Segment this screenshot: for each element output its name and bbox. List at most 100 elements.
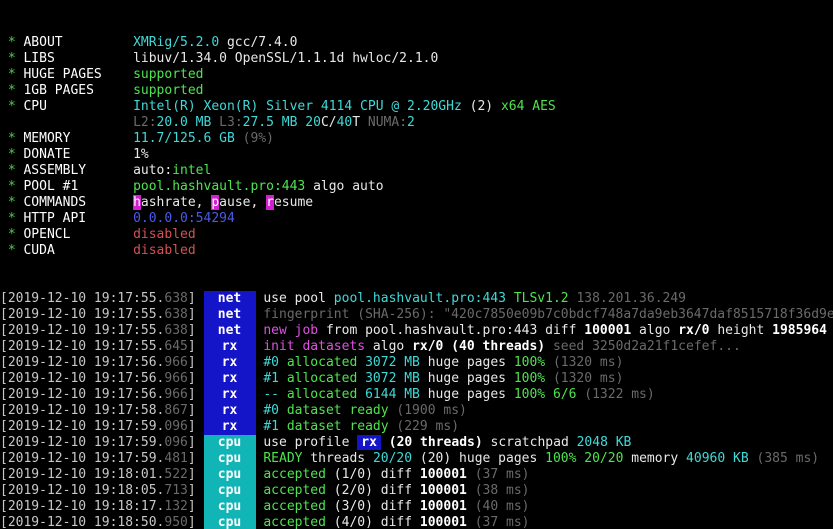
log-tag-rx: rx [203,339,256,355]
text-segment: 100001 [419,467,467,482]
text-segment: (40 threads) [451,339,546,354]
banner-label: HTTP API [23,211,134,226]
text-segment: accepted [263,467,326,482]
banner-label: CPU [23,99,134,114]
banner-label: 1GB PAGES [23,83,134,98]
text-segment: 100001 [419,483,467,498]
banner-row: * OPENCL disabled [0,227,833,243]
log-timestamp-end: ] [187,339,204,354]
banner-label: LIBS [23,51,134,66]
banner-value: disabled [133,227,196,242]
log-timestamp: [2019-12-10 19:17:55. [0,307,165,322]
text-segment: (1/0) diff [325,467,420,482]
text-segment: scratchpad [482,435,577,450]
text-segment: pool.hashvault.pro:443 [333,291,506,306]
text-segment: 11.7/125.6 GB [133,131,235,146]
text-segment: 20/20 [372,451,413,466]
text-segment: -- [263,387,279,402]
text-segment: (229 ms) [396,419,460,434]
log-line: [2019-12-10 19:17:55.638] net fingerprin… [0,307,833,323]
banner-row: * LIBS libuv/1.34.0 OpenSSL/1.1.1d hwloc… [0,51,833,67]
text-segment: fingerprint (SHA-256): "420c7850e09b7c0b… [263,307,833,322]
banner-label: ASSEMBLY [23,163,134,178]
text-segment: (1900 ms) [396,403,467,418]
log-message: accepted (4/0) diff 100001 (37 ms) [263,515,529,529]
log-message: READY threads 20/20 (20) huge pages 100%… [263,451,819,466]
banner-value: L2:20.0 MB L3:27.5 MB 20C/40T NUMA:2 [133,115,415,130]
log-line: [2019-12-10 19:17:55.645] rx init datase… [0,339,833,355]
banner-value: libuv/1.34.0 OpenSSL/1.1.1d hwloc/2.1.0 [133,51,438,66]
log-timestamp-ms: 096 [164,435,188,450]
text-segment [467,467,475,482]
bullet-icon [0,115,23,130]
banner-row: * CUDA disabled [0,243,833,259]
text-segment: rx [357,435,381,450]
text-segment: 0.0.0.0:54294 [133,211,235,226]
text-segment [467,515,475,529]
log-timestamp: [2019-12-10 19:17:56. [0,387,165,402]
log-message: use profile rx (20 threads) scratchpad 2… [263,435,631,450]
log-timestamp: [2019-12-10 19:17:55. [0,291,165,306]
banner-row: * CPU Intel(R) Xeon(R) Silver 4114 CPU @… [0,99,833,115]
log-message: new job from pool.hashvault.pro:443 diff… [263,323,827,338]
text-segment: 100% [513,355,546,370]
text-segment [493,99,501,114]
log-timestamp-end: ] [187,515,204,529]
log-tag-net: net [203,291,256,307]
text-segment: accepted [263,499,326,514]
text-segment: rx/0 [678,323,710,338]
text-segment: huge pages [419,355,514,370]
text-segment: use pool [263,291,334,306]
banner-value: supported [133,83,203,98]
text-segment: supported [133,83,204,98]
text-segment: pool.hashvault.pro:443 [133,179,306,194]
text-segment: rx/0 [412,339,444,354]
text-segment [749,451,757,466]
log-line: [2019-12-10 19:17:56.966] rx #0 allocate… [0,355,833,371]
text-segment: XMRig/5.2.0 [133,35,220,50]
log-timestamp: [2019-12-10 19:17:56. [0,355,165,370]
text-segment [467,499,475,514]
log-timestamp-ms: 481 [164,451,188,466]
text-segment [506,291,514,306]
banner-value: hashrate, pause, resume [133,195,313,210]
log-timestamp-end: ] [187,467,204,482]
log-tag-rx: rx [203,355,256,371]
text-segment: allocated [279,371,366,386]
text-segment: libuv/1.34.0 OpenSSL/1.1.1d hwloc/2.1.0 [133,51,439,66]
log-message: fingerprint (SHA-256): "420c7850e09b7c0b… [263,307,833,322]
text-segment: L2: [133,115,157,130]
bullet-icon: * [0,35,24,50]
banner-label: CUDA [23,243,134,258]
text-segment: algo [365,339,413,354]
log-message: #1 dataset ready (229 ms) [263,419,459,434]
banner-value: 0.0.0.0:54294 [133,211,235,226]
text-segment: (20 threads) [388,435,483,450]
text-segment [381,435,389,450]
log-timestamp-end: ] [187,419,204,434]
text-segment: 40960 KB [686,451,749,466]
text-segment: from [318,323,366,338]
text-segment: 100% [545,451,577,466]
banner-label: COMMANDS [23,195,134,210]
text-segment: 20.0 MB [156,115,212,130]
text-segment: gcc/7.4.0 [226,35,298,50]
log-line: [2019-12-10 19:18:50.950] cpu accepted (… [0,515,833,529]
log-timestamp-ms: 645 [164,339,188,354]
text-segment: 100001 [419,499,467,514]
log-tag-cpu: cpu [203,499,256,515]
log-tag-net: net [203,323,256,339]
text-segment: 20/20 [584,451,624,466]
text-segment [545,371,553,386]
text-segment: (1322 ms) [584,387,655,402]
log-timestamp: [2019-12-10 19:18:01. [0,467,165,482]
text-segment: r [266,195,274,210]
text-segment: 1985964 [772,323,827,338]
text-segment: (38 ms) [474,483,530,498]
text-segment: (2) [469,99,494,114]
banner-row: * DONATE 1% [0,147,833,163]
log-tag-cpu: cpu [203,435,256,451]
text-segment: T [352,115,361,130]
log-message: -- allocated 6144 MB huge pages 100% 6/6… [263,387,654,402]
